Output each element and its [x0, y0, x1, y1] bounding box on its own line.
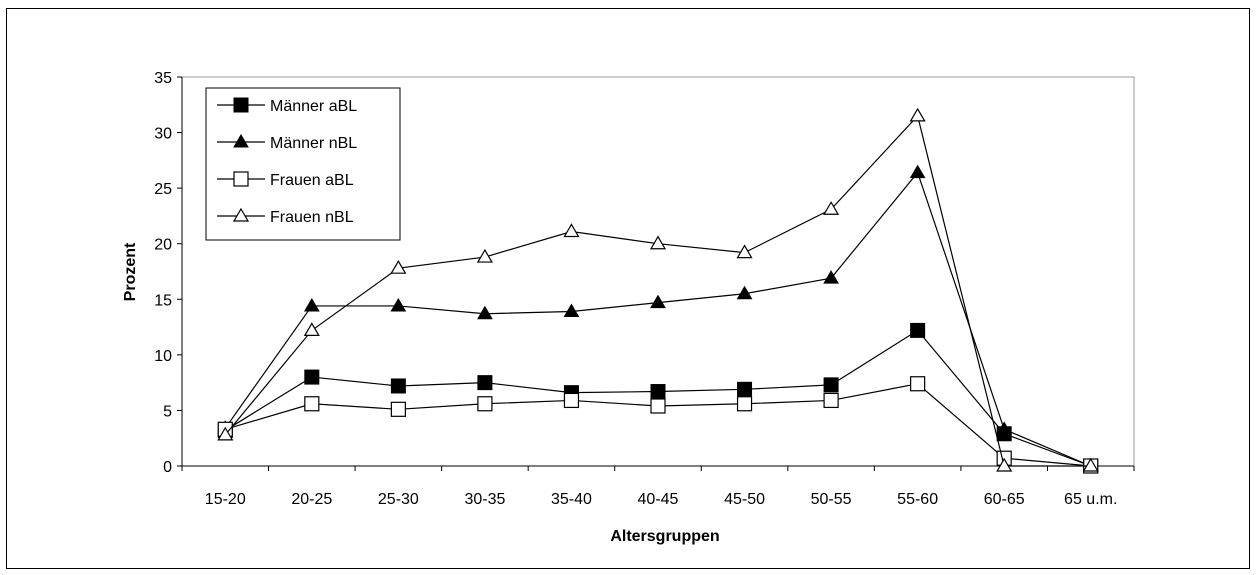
y-axis-title: Prozent — [122, 242, 139, 301]
y-tick-label: 30 — [154, 126, 172, 143]
y-tick-label: 15 — [154, 292, 172, 309]
legend: Männer aBL Männer nBL Frauen aBL Frauen nBL — [205, 87, 401, 241]
data-point-frauen-abl — [563, 392, 580, 409]
series-frauen-nbl — [217, 107, 1099, 472]
data-point-frauen-abl — [823, 392, 839, 409]
series-layer — [217, 107, 1099, 474]
y-tick-label: 25 — [154, 181, 172, 198]
data-point-maenner-nbl — [996, 421, 1013, 435]
legend-item-maenner-abl: Männer aBL — [217, 97, 357, 115]
x-tick-label: 15-20 — [205, 491, 246, 508]
data-point-maenner-abl — [910, 322, 926, 338]
data-point-maenner-abl — [737, 381, 753, 397]
data-point-maenner-nbl — [563, 303, 580, 318]
data-point-frauen-nbl — [390, 259, 407, 274]
x-tick-label: 50-55 — [811, 491, 852, 508]
y-tick-label: 20 — [154, 237, 172, 254]
y-tick-label: 0 — [163, 459, 172, 476]
data-point-frauen-nbl — [563, 223, 580, 238]
data-point-maenner-abl — [823, 377, 839, 393]
x-tick-label: 65 u.m. — [1064, 491, 1117, 508]
series-maenner-abl — [217, 322, 1099, 474]
data-point-maenner-abl — [390, 378, 406, 394]
data-point-maenner-nbl — [909, 164, 926, 179]
data-point-frauen-abl — [736, 396, 753, 412]
legend-label: Männer nBL — [270, 135, 357, 152]
data-point-maenner-nbl — [736, 285, 753, 300]
y-tick-label: 5 — [163, 403, 172, 420]
legend-marker — [233, 97, 249, 113]
data-point-maenner-nbl — [650, 294, 666, 309]
data-point-frauen-nbl — [476, 248, 493, 263]
y-axis-ticks: 0 5 10 15 20 25 30 35 — [154, 70, 182, 476]
x-axis-ticks: 15-20 20-25 25-30 30-35 35-40 40-45 45-50 50-55… — [181, 466, 1135, 508]
x-tick-label: 45-50 — [724, 491, 765, 508]
x-tick-label: 25-30 — [378, 491, 419, 508]
data-point-frauen-abl — [477, 396, 493, 412]
data-point-maenner-abl — [477, 375, 493, 391]
data-point-frauen-nbl — [1082, 457, 1099, 472]
legend-marker — [233, 171, 249, 187]
x-axis-title: Altersgruppen — [610, 528, 719, 545]
x-tick-label: 55-60 — [897, 491, 938, 508]
data-point-maenner-nbl — [390, 297, 407, 312]
data-point-frauen-nbl — [909, 107, 926, 122]
legend-item-frauen-nbl: Frauen nBL — [217, 207, 354, 226]
x-tick-label: 20-25 — [291, 491, 332, 508]
data-point-maenner-nbl — [823, 270, 839, 284]
data-point-frauen-abl — [390, 401, 406, 417]
data-point-frauen-abl — [650, 398, 666, 414]
data-point-frauen-nbl — [736, 244, 753, 259]
legend-item-maenner-nbl: Männer nBL — [217, 134, 357, 152]
y-tick-label: 35 — [154, 70, 172, 87]
legend-label: Frauen aBL — [270, 172, 354, 189]
x-tick-label: 40-45 — [638, 491, 679, 508]
data-point-maenner-abl — [650, 384, 666, 400]
x-tick-label: 30-35 — [464, 491, 505, 508]
axes — [181, 76, 1135, 467]
data-point-frauen-nbl — [823, 201, 840, 215]
legend-marker — [232, 207, 250, 222]
legend-label: Männer aBL — [270, 98, 357, 115]
data-point-frauen-abl — [304, 396, 320, 412]
data-point-frauen-nbl — [649, 235, 667, 250]
legend-item-frauen-abl: Frauen aBL — [217, 171, 354, 189]
data-point-frauen-nbl — [996, 457, 1013, 472]
x-tick-label: 35-40 — [551, 491, 592, 508]
data-point-frauen-abl — [910, 376, 926, 392]
data-point-maenner-nbl — [477, 305, 493, 320]
data-point-maenner-nbl — [303, 297, 320, 312]
data-point-frauen-nbl — [303, 322, 320, 337]
series-frauen-abl — [217, 376, 1099, 474]
legend-label: Frauen nBL — [270, 209, 354, 226]
legend-marker — [233, 134, 249, 148]
y-tick-label: 10 — [154, 348, 172, 365]
data-point-maenner-abl — [304, 369, 320, 385]
x-tick-label: 60-65 — [984, 491, 1025, 508]
data-point-frauen-nbl — [217, 426, 234, 441]
